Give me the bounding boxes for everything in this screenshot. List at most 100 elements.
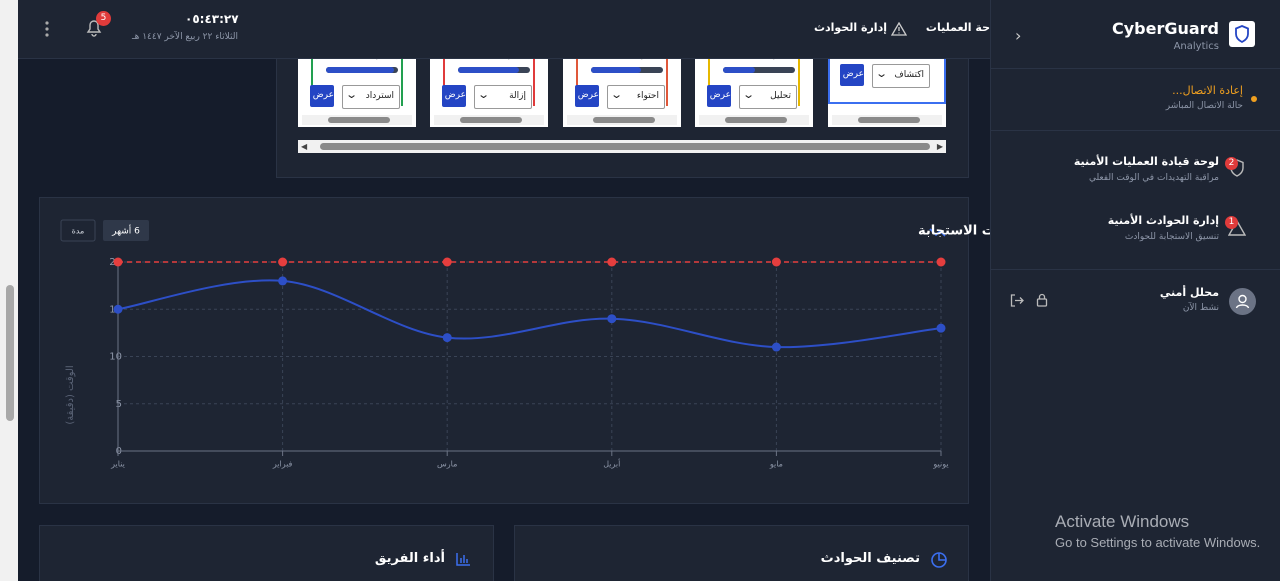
page-scrollbar[interactable] — [0, 0, 18, 581]
period-button-label[interactable]: 6 أشهر — [111, 225, 140, 237]
card-accent — [798, 30, 800, 106]
view-button[interactable]: عرض — [575, 85, 599, 107]
bell-icon[interactable] — [85, 18, 103, 38]
view-button[interactable]: عرض — [310, 85, 334, 107]
scroll-arrow[interactable]: ◀ — [301, 142, 308, 151]
data-point — [442, 333, 452, 343]
range-button-label[interactable]: مدة — [72, 227, 85, 236]
select-chevron: ⌄ — [610, 88, 624, 101]
progress-bar — [326, 67, 395, 73]
card-accent — [401, 30, 403, 106]
data-point — [607, 314, 617, 324]
data-point — [771, 342, 781, 352]
view-button-label[interactable]: عرض — [709, 90, 731, 100]
view-button-label[interactable]: عرض — [577, 90, 599, 100]
status-sub: حالة الاتصال المباشر — [1165, 101, 1243, 111]
brand-sub: Analytics — [1173, 41, 1219, 52]
scroll-arrow[interactable]: ▶ — [936, 142, 943, 151]
card-accent — [443, 30, 445, 106]
divider — [991, 68, 1280, 69]
clock: ٠٥:٤٣:٢٧ — [185, 12, 239, 26]
collapse-button[interactable]: › — [1015, 26, 1022, 45]
nav-item[interactable]: إدارة الحوادث الأمنية تنسيق الاستجابة لل… — [991, 204, 1280, 254]
chart-title: اتجاهات وقت الاستجابة — [918, 224, 990, 239]
view-button[interactable]: عرض — [442, 85, 466, 107]
card-accent — [666, 30, 668, 106]
user-status: نشط الآن — [1182, 303, 1219, 313]
data-point — [442, 257, 452, 267]
panel-title: تصنيف الحوادث — [820, 551, 920, 566]
nav-subtitle[interactable]: تنسيق الاستجابة للحوادث — [1124, 232, 1219, 242]
stage-select-label[interactable]: اكتشاف — [894, 70, 924, 80]
nav-subtitle[interactable]: مراقبة التهديدات في الوقت الفعلي — [1088, 173, 1219, 183]
view-button-label[interactable]: عرض — [312, 90, 334, 100]
scroll-thumb[interactable] — [320, 143, 930, 150]
x-tick-label: يونيو — [932, 460, 948, 469]
view-button-label[interactable]: عرض — [444, 90, 466, 100]
select-chevron: ⌄ — [345, 88, 359, 101]
panel-title: أداء الفريق — [374, 551, 445, 566]
stage-select[interactable] — [474, 85, 532, 109]
series-line — [117, 279, 942, 349]
date: الثلاثاء ٢٢ ربيع الآخر ١٤٤٧ هـ — [131, 32, 238, 42]
progress-bar — [591, 67, 642, 73]
data-point — [113, 257, 123, 267]
nav-badge: 2 — [1225, 157, 1238, 170]
h-scrollbar[interactable]: ◀ ▶ — [298, 140, 946, 153]
card-accent — [708, 30, 710, 106]
card-accent — [533, 30, 535, 106]
x-tick-label: أبريل — [603, 459, 620, 469]
card-h-thumb[interactable] — [858, 117, 920, 123]
view-button[interactable]: عرض — [840, 64, 864, 86]
view-button-label[interactable]: عرض — [842, 69, 864, 79]
y-axis-label: الوقت (دقيقة) — [65, 365, 76, 424]
stage-select-label[interactable]: استرداد — [365, 91, 394, 101]
x-tick-label: فبراير — [272, 460, 293, 469]
chart: اتجاهات وقت الاستجابة 6 أشهر مدة الوقت (… — [60, 219, 990, 469]
card-h-thumb[interactable] — [725, 117, 787, 123]
nav-item[interactable]: لوحة قيادة العمليات الأمنية مراقبة التهد… — [991, 145, 1280, 195]
nav-title[interactable]: لوحة قيادة العمليات الأمنية — [1073, 155, 1219, 168]
stage-select[interactable] — [342, 85, 400, 109]
data-point — [113, 304, 123, 314]
range-button[interactable] — [60, 219, 96, 242]
period-button[interactable] — [103, 220, 149, 241]
nav-title[interactable]: إدارة الحوادث الأمنية — [1107, 214, 1219, 227]
select-chevron: ⌄ — [477, 88, 491, 101]
status-title: إعادة الاتصال... — [1172, 84, 1243, 97]
brand: CyberGuard — [1111, 19, 1219, 38]
logo — [1229, 21, 1255, 47]
stage-select[interactable] — [739, 85, 797, 109]
watermark-subtitle: Go to Settings to activate Windows. — [1055, 535, 1261, 550]
select-chevron: ⌄ — [875, 67, 889, 80]
watermark-title: Activate Windows — [1055, 512, 1190, 531]
chart-panel — [39, 197, 969, 504]
progress-track — [723, 67, 795, 73]
view-button[interactable]: عرض — [707, 85, 731, 107]
data-point — [936, 323, 946, 333]
user-name: محلل أمني — [1159, 286, 1219, 299]
warning-icon — [891, 22, 907, 36]
menu-icon[interactable] — [43, 20, 51, 38]
sidebar: CyberGuard Analytics › إعادة الاتصال... … — [990, 0, 1280, 581]
logout-icon[interactable] — [1010, 294, 1024, 307]
card-h-thumb[interactable] — [328, 117, 390, 123]
nav-tab[interactable]: حة العمليات — [925, 21, 990, 34]
x-tick-label: يناير — [110, 460, 125, 469]
stage-select-label[interactable]: إزالة — [509, 91, 526, 101]
data-point — [771, 257, 781, 267]
lock-icon[interactable] — [1036, 293, 1048, 307]
stage-select-label[interactable]: تحليل — [770, 91, 791, 101]
select-chevron: ⌄ — [742, 88, 756, 101]
card-h-thumb[interactable] — [460, 117, 522, 123]
stage-select[interactable] — [872, 64, 930, 88]
stage-select[interactable] — [607, 85, 665, 109]
scroll-thumb[interactable] — [6, 285, 14, 421]
bar-icon — [456, 553, 470, 566]
stage-select-label[interactable]: احتواء — [636, 91, 659, 101]
nav-tab[interactable]: إدارة الحوادث — [813, 21, 887, 34]
data-point — [278, 276, 288, 286]
card-h-thumb[interactable] — [593, 117, 655, 123]
